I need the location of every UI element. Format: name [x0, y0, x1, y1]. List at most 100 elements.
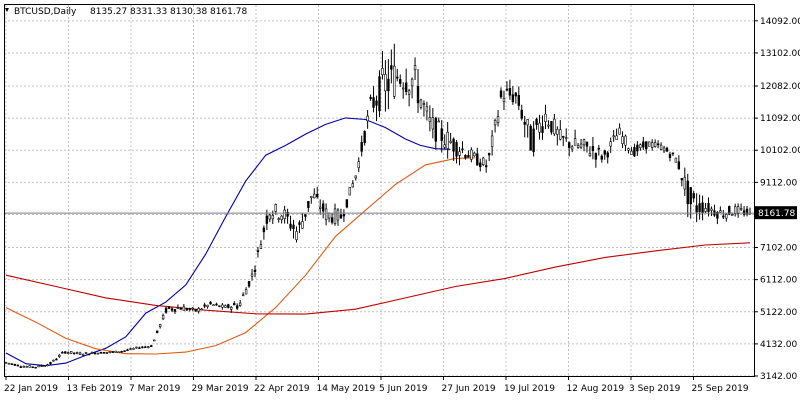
candle-body[interactable]: [132, 348, 135, 350]
candle-body[interactable]: [464, 154, 467, 159]
candle-body[interactable]: [93, 352, 97, 355]
candle-body[interactable]: [221, 304, 224, 308]
candle-body[interactable]: [671, 152, 675, 155]
candle-body[interactable]: [639, 144, 642, 148]
candle-body[interactable]: [437, 120, 440, 123]
candle-body[interactable]: [422, 103, 426, 105]
candle-body[interactable]: [153, 339, 156, 342]
candle-body[interactable]: [182, 306, 186, 311]
candle-body[interactable]: [434, 117, 437, 142]
candle-body[interactable]: [75, 352, 79, 354]
candle-body[interactable]: [22, 366, 25, 368]
candle-body[interactable]: [597, 147, 601, 150]
candle-body[interactable]: [233, 303, 236, 306]
candle-body[interactable]: [648, 141, 651, 147]
candle-body[interactable]: [200, 308, 203, 311]
candle-body[interactable]: [209, 301, 212, 305]
candle-body[interactable]: [526, 119, 529, 126]
candle-body[interactable]: [404, 82, 408, 92]
candle-body[interactable]: [725, 213, 728, 219]
candle-body[interactable]: [381, 68, 384, 76]
candle-body[interactable]: [215, 303, 218, 306]
candle-body[interactable]: [244, 289, 248, 295]
candle-body[interactable]: [342, 214, 346, 217]
candle-body[interactable]: [686, 180, 689, 205]
candle-body[interactable]: [81, 354, 85, 356]
candle-body[interactable]: [283, 209, 286, 219]
candle-body[interactable]: [274, 204, 277, 212]
candle-body[interactable]: [31, 366, 34, 369]
candle-body[interactable]: [327, 212, 331, 219]
candle-body[interactable]: [108, 351, 111, 354]
candle-body[interactable]: [40, 365, 43, 367]
candle-body[interactable]: [529, 125, 532, 151]
candle-body[interactable]: [722, 215, 725, 218]
candle-body[interactable]: [428, 117, 432, 123]
candle-body[interactable]: [482, 157, 485, 165]
candle-body[interactable]: [565, 137, 568, 139]
candle-body[interactable]: [603, 150, 606, 155]
candle-body[interactable]: [173, 309, 177, 312]
candle-body[interactable]: [487, 153, 491, 156]
candle-body[interactable]: [345, 199, 349, 208]
candle-body[interactable]: [99, 351, 103, 354]
candle-body[interactable]: [695, 205, 698, 213]
candle-body[interactable]: [710, 208, 713, 211]
candle-body[interactable]: [455, 142, 458, 157]
candle-body[interactable]: [606, 152, 609, 158]
candle-body[interactable]: [470, 149, 473, 160]
candle-body[interactable]: [642, 141, 645, 148]
candle-body[interactable]: [58, 354, 61, 357]
candle-body[interactable]: [324, 208, 328, 221]
candle-body[interactable]: [64, 351, 67, 354]
candle-body[interactable]: [241, 294, 245, 297]
candle-body[interactable]: [271, 215, 274, 220]
candle-body[interactable]: [704, 208, 707, 212]
candle-body[interactable]: [286, 212, 289, 217]
candle-body[interactable]: [479, 162, 482, 168]
candle-body[interactable]: [630, 150, 633, 155]
candle-body[interactable]: [653, 142, 657, 147]
candle-body[interactable]: [28, 365, 31, 368]
candle-body[interactable]: [298, 222, 301, 225]
candle-body[interactable]: [413, 65, 417, 71]
candle-body[interactable]: [256, 250, 260, 252]
candle-body[interactable]: [176, 307, 180, 309]
candle-body[interactable]: [333, 208, 337, 224]
candle-body[interactable]: [493, 120, 497, 126]
candle-body[interactable]: [123, 350, 126, 352]
candle-body[interactable]: [627, 148, 630, 151]
candle-body[interactable]: [167, 306, 171, 309]
candle-body[interactable]: [203, 304, 206, 307]
candle-body[interactable]: [179, 307, 183, 310]
candle-body[interactable]: [236, 305, 239, 309]
candle-body[interactable]: [650, 142, 654, 148]
candle-body[interactable]: [46, 364, 49, 367]
candle-body[interactable]: [372, 97, 375, 108]
candle-body[interactable]: [544, 113, 547, 122]
candle-body[interactable]: [114, 350, 117, 353]
candle-body[interactable]: [280, 215, 283, 220]
candle-body[interactable]: [49, 362, 52, 365]
candle-body[interactable]: [393, 65, 396, 97]
candle-body[interactable]: [262, 227, 266, 233]
candle-body[interactable]: [612, 135, 615, 138]
candle-body[interactable]: [78, 352, 82, 355]
candle-body[interactable]: [520, 109, 523, 119]
candle-body[interactable]: [461, 148, 464, 151]
candle-body[interactable]: [402, 87, 405, 90]
candle-body[interactable]: [292, 224, 295, 230]
candle-body[interactable]: [452, 138, 455, 152]
candle-body[interactable]: [615, 135, 618, 140]
candle-body[interactable]: [144, 346, 147, 349]
candle-body[interactable]: [585, 141, 589, 147]
candle-body[interactable]: [624, 135, 627, 146]
candle-body[interactable]: [419, 99, 423, 108]
candle-body[interactable]: [425, 106, 429, 112]
candle-body[interactable]: [677, 161, 681, 170]
candle-body[interactable]: [310, 195, 313, 198]
candle-body[interactable]: [197, 308, 200, 312]
candle-body[interactable]: [742, 210, 746, 215]
candle-body[interactable]: [535, 118, 538, 125]
candle-body[interactable]: [321, 203, 325, 212]
